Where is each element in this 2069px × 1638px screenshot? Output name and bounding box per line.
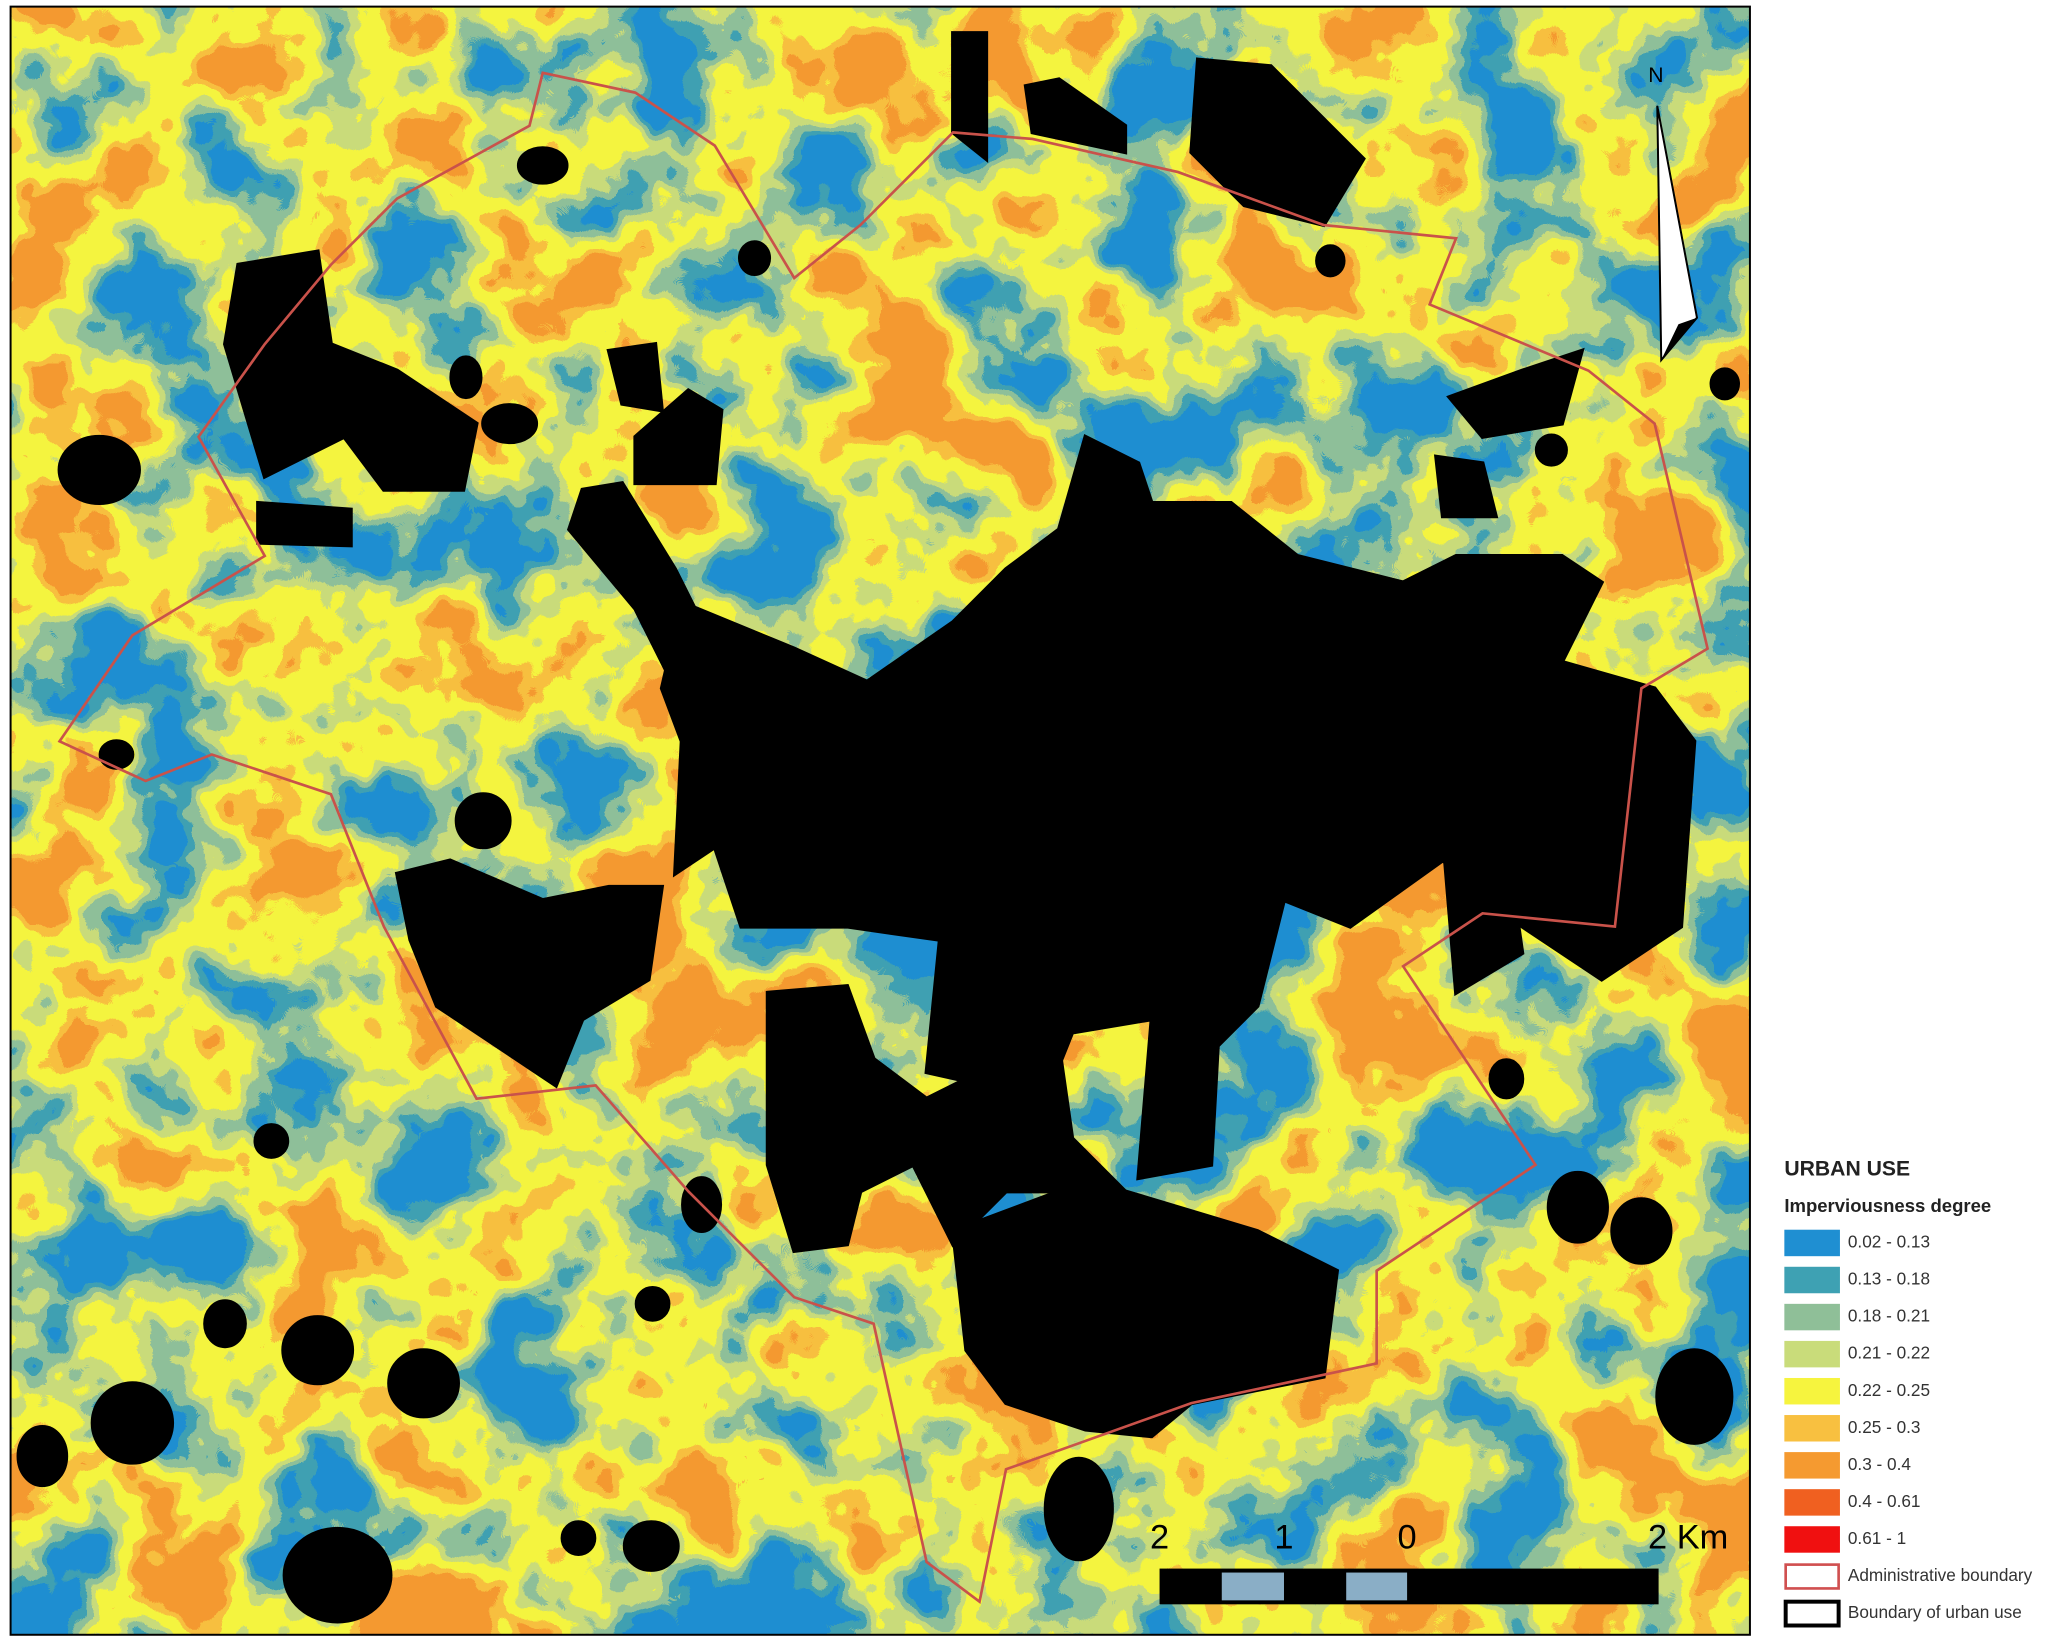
legend-label: 0.18 - 0.21 [1848,1306,1930,1326]
legend-swatch [1784,1266,1840,1294]
north-label: N [1648,64,1663,87]
scale-bar: 2 1 0 2 Km [1150,1519,1728,1605]
legend-swatch [1784,1415,1840,1442]
legend: URBAN USE Imperviousness degree 0.02 - 0… [1783,1158,2033,1628]
legend-swatch [1783,1599,1841,1628]
scale-label: 0 [1398,1519,1417,1557]
legend-label: 0.4 - 0.61 [1848,1491,1921,1511]
legend-title: URBAN USE [1784,1158,1910,1181]
legend-swatch [1784,1526,1840,1553]
map-content: N 2 1 0 2 Km URBAN USE Imperviousness de… [9,5,2033,1636]
legend-label: Administrative boundary [1848,1565,2033,1585]
legend-label: 0.25 - 0.3 [1848,1417,1921,1437]
legend-label: 0.3 - 0.4 [1848,1454,1912,1474]
legend-swatch [1784,1377,1840,1405]
legend-label: 0.13 - 0.18 [1848,1269,1930,1289]
legend-swatch [1784,1452,1840,1479]
legend-label: 0.21 - 0.22 [1848,1343,1930,1363]
legend-label: 0.02 - 0.13 [1848,1232,1930,1252]
legend-swatch [1784,1489,1840,1516]
legend-label: 0.61 - 1 [1848,1528,1906,1548]
scale-label: 2 [1150,1519,1169,1557]
raster: N 2 1 0 2 Km [10,6,1750,1635]
legend-subtitle: Imperviousness degree [1784,1195,1991,1216]
legend-label: 0.22 - 0.25 [1848,1380,1930,1400]
legend-swatch [1784,1563,1840,1590]
legend-swatch [1784,1340,1840,1368]
map-frame [9,5,1751,1636]
legend-swatch [1784,1229,1840,1257]
administrative-boundary [57,71,1710,1604]
legend-label: Boundary of urban use [1848,1602,2022,1622]
north-arrow: N [1648,64,1699,363]
scale-label: 1 [1274,1519,1293,1557]
scale-label: 2 Km [1648,1519,1728,1557]
legend-swatch [1784,1303,1840,1331]
